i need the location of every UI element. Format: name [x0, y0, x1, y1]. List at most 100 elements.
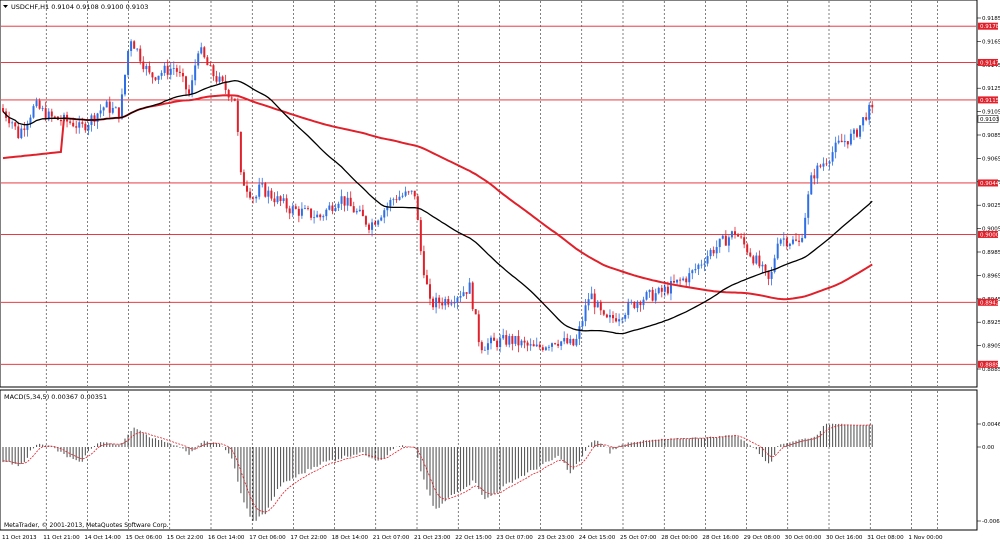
candle-body	[590, 293, 593, 300]
price-axis-label: 0.9165	[982, 39, 1000, 45]
time-axis-label: 11 Oct 21:00	[43, 535, 80, 541]
candle-body	[715, 247, 718, 254]
candle-body	[191, 80, 194, 94]
candle-body	[852, 129, 855, 134]
candle-body	[249, 191, 252, 198]
candle-body	[795, 239, 797, 241]
candle-body	[871, 104, 874, 108]
candle-body	[181, 72, 184, 77]
candle-body	[496, 340, 499, 348]
candle-body	[17, 126, 20, 138]
candle-body	[313, 217, 316, 219]
candle-body	[316, 214, 319, 218]
candle-body	[8, 117, 11, 124]
macd-indicator-panel[interactable]: MACD(5,34,5) 0.00367 0.00351 MetaTrader,…	[0, 389, 978, 531]
candle-body	[160, 72, 163, 76]
candle-body	[157, 75, 160, 80]
candle-body	[148, 65, 151, 73]
time-axis-label: 21 Oct 23:00	[414, 535, 451, 541]
candle-body	[75, 126, 78, 128]
level-tag-text: 0.9178	[980, 24, 1000, 30]
level-tag-text: 0.9115	[980, 98, 1000, 104]
candle-body	[499, 338, 502, 348]
candle-body	[288, 208, 291, 214]
candle-body	[859, 125, 862, 137]
candle-body	[273, 198, 276, 203]
candle-body	[96, 113, 99, 122]
candle-body	[807, 194, 810, 218]
candle-body	[843, 141, 846, 143]
candle-body	[364, 216, 367, 225]
candle-body	[798, 240, 801, 242]
candle-body	[706, 256, 709, 264]
candle-body	[297, 208, 300, 216]
candle-body	[429, 284, 431, 299]
candle-body	[227, 89, 230, 98]
candle-body	[395, 199, 398, 201]
candle-body	[303, 208, 306, 209]
candle-body	[825, 163, 828, 165]
bid-price-tag: 0.9103	[977, 115, 1000, 123]
candle-body	[29, 117, 32, 124]
candle-body	[737, 234, 740, 237]
candle-body	[172, 68, 175, 69]
candle-body	[456, 297, 459, 303]
candle-body	[310, 208, 313, 218]
candle-body	[636, 302, 639, 308]
candle-body	[291, 206, 294, 214]
candle-body	[718, 238, 721, 248]
price-chart-panel[interactable]: USDCHF,H1 0.9104 0.9108 0.9100 0.9103	[0, 0, 978, 388]
candle-body	[779, 239, 782, 244]
macd-title: MACD(5,34,5) 0.00367 0.00351	[4, 393, 107, 401]
candle-body	[203, 47, 206, 58]
price-axis-label: 0.8925	[982, 320, 1000, 326]
moving-average-fast-line	[2, 79, 873, 335]
candle-body	[666, 286, 669, 294]
candle-body	[26, 123, 29, 130]
candlestick-series	[2, 39, 874, 355]
candle-body	[679, 279, 682, 281]
level-tag-box	[978, 58, 998, 66]
price-axis-label: 0.8905	[982, 344, 1000, 350]
candle-body	[102, 107, 105, 111]
candle-body	[300, 208, 303, 216]
candle-body	[572, 338, 575, 346]
candle-body	[230, 97, 233, 99]
candle-body	[236, 100, 239, 132]
time-axis-label: 23 Oct 07:00	[496, 535, 533, 541]
candle-body	[371, 222, 374, 230]
candle-body	[755, 255, 758, 264]
candle-body	[645, 292, 648, 300]
candle-body	[258, 184, 261, 197]
candle-body	[862, 117, 865, 126]
copyright-text: MetaTrader, © 2001-2013, MetaQuotes Soft…	[4, 522, 169, 529]
candle-body	[377, 220, 380, 225]
candle-body	[511, 336, 514, 344]
candle-body	[352, 206, 355, 213]
candle-body	[849, 133, 852, 145]
candle-body	[554, 343, 557, 345]
candle-body	[639, 302, 642, 306]
candle-body	[694, 269, 697, 271]
candle-body	[837, 140, 840, 143]
candle-body	[654, 293, 657, 301]
candle-body	[425, 275, 428, 285]
candle-body	[279, 196, 282, 201]
candle-body	[23, 128, 26, 130]
candle-body	[188, 89, 191, 94]
candle-body	[651, 289, 654, 301]
candle-body	[441, 303, 444, 306]
candle-body	[69, 121, 72, 123]
candle-body	[215, 76, 218, 82]
candle-body	[758, 255, 761, 267]
price-axis-label: 0.8885	[982, 367, 1000, 373]
price-axis-label: 0.9085	[982, 133, 1000, 139]
candle-body	[124, 74, 126, 95]
candle-body	[575, 338, 578, 346]
candle-body	[819, 165, 822, 167]
candle-body	[721, 235, 724, 239]
candle-body	[87, 124, 90, 131]
level-tag-box	[978, 179, 998, 187]
